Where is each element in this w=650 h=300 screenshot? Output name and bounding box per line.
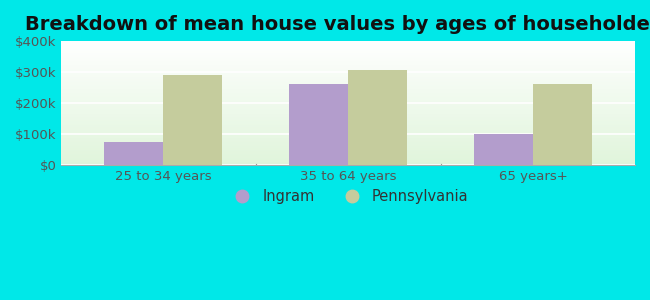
Legend: Ingram, Pennsylvania: Ingram, Pennsylvania xyxy=(222,184,474,210)
Bar xyxy=(104,142,163,165)
Bar xyxy=(289,84,348,165)
Bar xyxy=(533,84,592,165)
Bar xyxy=(348,70,408,165)
Title: Breakdown of mean house values by ages of householders: Breakdown of mean house values by ages o… xyxy=(25,15,650,34)
Bar xyxy=(474,134,533,165)
Bar xyxy=(163,75,222,165)
